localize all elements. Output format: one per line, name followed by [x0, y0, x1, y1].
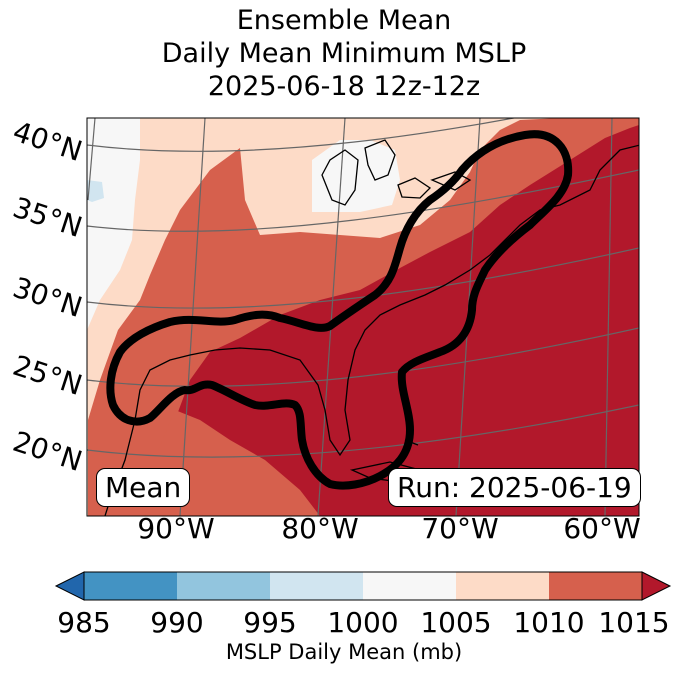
colorbar-tick-995: 995 [243, 606, 297, 639]
title-line-2: Daily Mean Minimum MSLP [161, 38, 527, 69]
colorbar-label: MSLP Daily Mean (mb) [225, 640, 463, 664]
mean-label-box: Mean [96, 468, 191, 507]
title-line-1: Ensemble Mean [236, 5, 452, 36]
colorbar-tick-990: 990 [150, 606, 204, 639]
colorbar-segment-1000-1005 [363, 572, 456, 600]
lon-label-70w: 70°W [421, 512, 499, 545]
lon-label-90w: 90°W [137, 512, 215, 545]
field-above-1015 [160, 125, 639, 516]
colorbar-extend-high [641, 571, 672, 601]
title-line-3: 2025-06-18 12z-12z [207, 71, 481, 102]
pressure-contour [106, 130, 573, 490]
colorbar-tick-1005: 1005 [420, 606, 492, 639]
field-995-1000 [87, 180, 104, 202]
lon-label-80w: 80°W [281, 512, 359, 545]
colorbar-segment-1010-1015 [549, 572, 642, 600]
colorbar-tick-985: 985 [57, 606, 111, 639]
colorbar-tick-1010: 1010 [513, 606, 585, 639]
colorbar-segment-995-1000 [270, 572, 363, 600]
map-area [87, 118, 639, 516]
colorbar [54, 571, 672, 601]
colorbar-tick-1015: 1015 [598, 606, 670, 639]
colorbar-segment-990-995 [177, 572, 270, 600]
lon-label-60w: 60°W [563, 512, 641, 545]
colorbar-tick-1000: 1000 [327, 606, 399, 639]
colorbar-segment-985-990 [84, 572, 177, 600]
colorbar-segment-1005-1010 [456, 572, 549, 600]
run-label-box: Run: 2025-06-19 [388, 468, 641, 507]
map-frame [86, 117, 640, 517]
graticule [87, 118, 639, 516]
field-mexico-strip [150, 410, 320, 516]
colorbar-extend-low [54, 571, 85, 601]
